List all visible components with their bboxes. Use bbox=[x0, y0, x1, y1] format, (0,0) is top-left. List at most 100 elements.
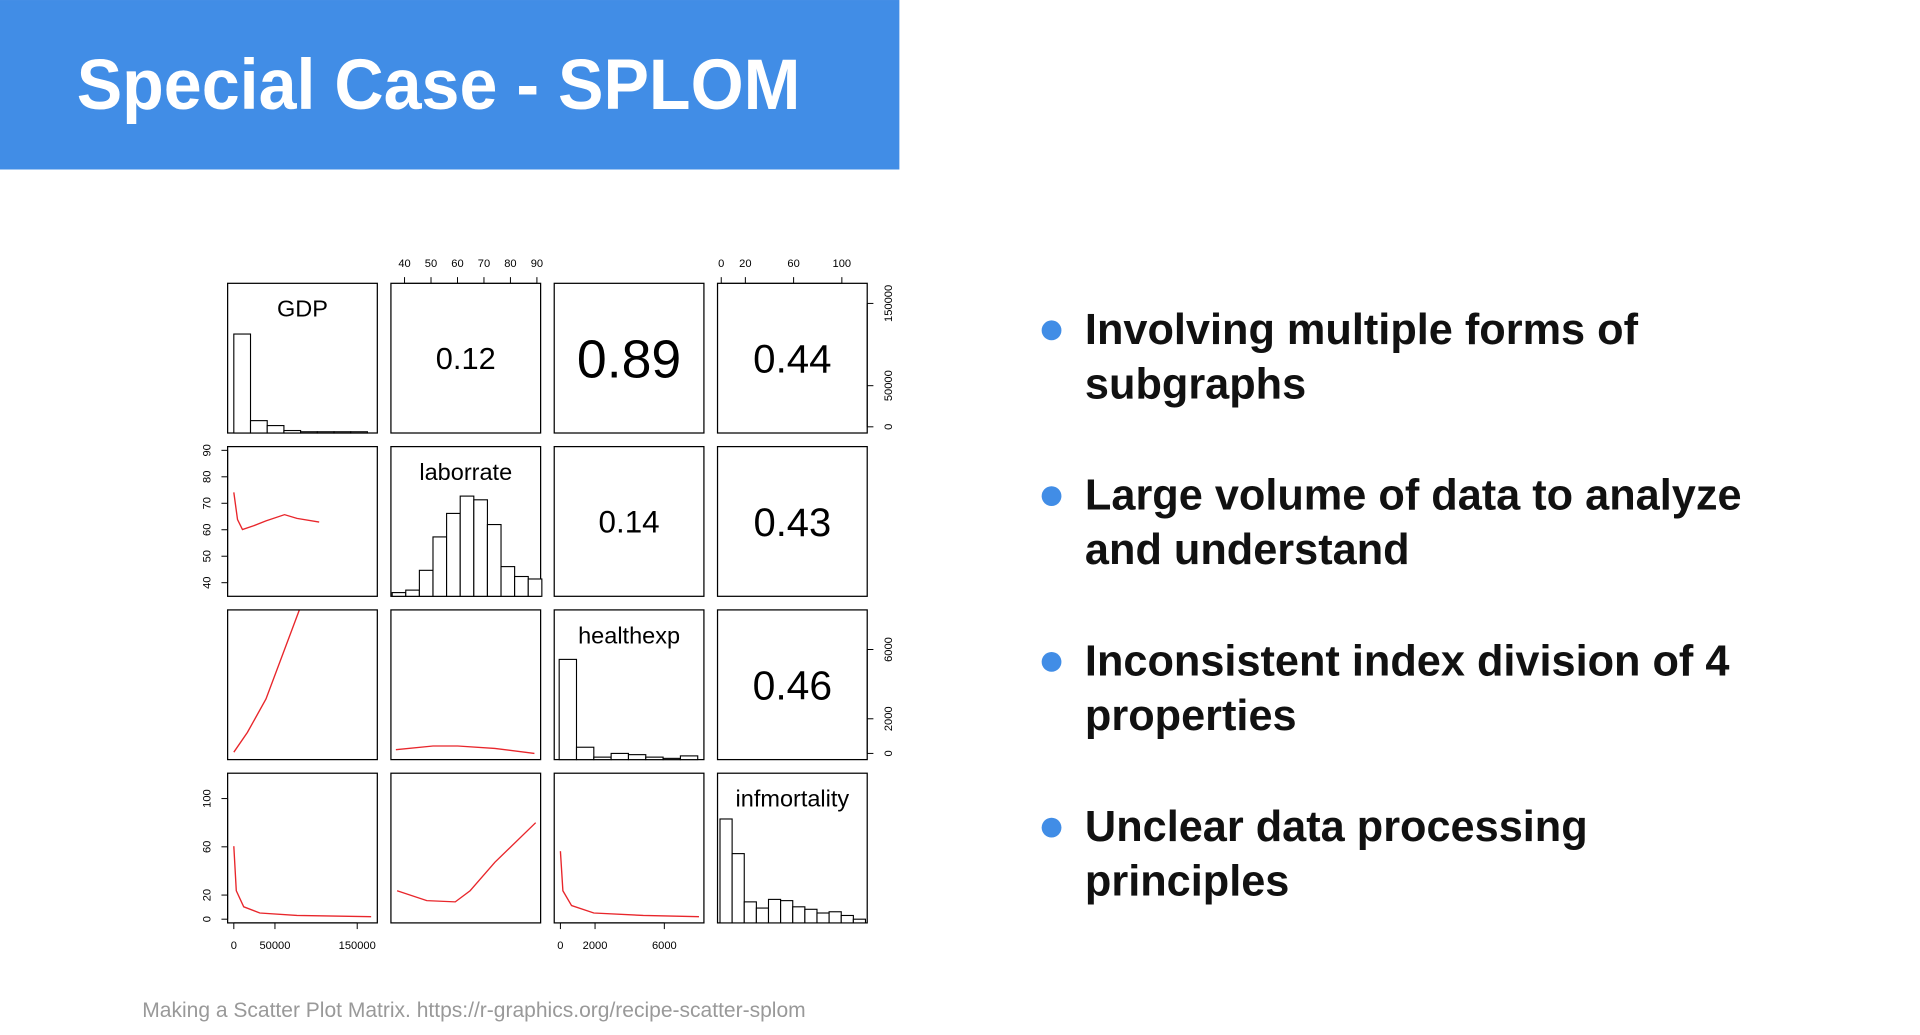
histogram-bar bbox=[527, 578, 543, 597]
variable-label: infmortality bbox=[736, 786, 850, 812]
histogram-bar bbox=[486, 523, 502, 597]
correlation-value: 0.14 bbox=[599, 505, 660, 540]
y-tick-label: 70 bbox=[201, 497, 213, 509]
histogram-bar bbox=[446, 512, 461, 597]
x-tick-label: 2000 bbox=[583, 940, 608, 952]
histogram-bar bbox=[283, 429, 302, 434]
histogram-bar bbox=[593, 756, 612, 761]
bullet-dot bbox=[1041, 651, 1062, 672]
panel bbox=[553, 445, 705, 597]
histogram-bar bbox=[249, 420, 268, 434]
panel bbox=[390, 772, 542, 924]
histogram-bar bbox=[316, 431, 335, 434]
histogram-bar bbox=[679, 755, 699, 761]
bullet-text: principles bbox=[1085, 858, 1289, 906]
x-tick-label: 60 bbox=[451, 258, 463, 270]
caption: Making a Scatter Plot Matrix. https://r-… bbox=[142, 999, 805, 1022]
correlation-value: 0.43 bbox=[753, 501, 831, 545]
y-tick-label: 80 bbox=[201, 471, 213, 483]
x-tick-label: 0 bbox=[231, 940, 237, 952]
y-tick-label: 60 bbox=[201, 524, 213, 536]
x-tick-label: 70 bbox=[478, 258, 490, 270]
histogram-bar bbox=[852, 918, 867, 924]
histogram-bar bbox=[792, 906, 806, 924]
y-tick-label: 0 bbox=[201, 916, 213, 922]
splom-figure: GDP005000050000150000150000laborrate4040… bbox=[201, 258, 895, 952]
histogram-bar bbox=[266, 425, 285, 434]
bullet-dot bbox=[1041, 486, 1062, 506]
y-tick-label: 2000 bbox=[883, 706, 895, 731]
bullet-text: Involving multiple forms of bbox=[1085, 306, 1639, 354]
histogram-bar bbox=[731, 853, 745, 924]
histogram-bar bbox=[627, 754, 647, 761]
histogram-bar bbox=[755, 907, 770, 924]
y-tick-label: 150000 bbox=[883, 285, 895, 322]
x-tick-label: 100 bbox=[833, 258, 852, 270]
smooth-curve bbox=[233, 609, 301, 753]
bullet-text: and understand bbox=[1085, 526, 1410, 574]
y-tick-label: 20 bbox=[201, 889, 213, 901]
y-tick-label: 50 bbox=[201, 550, 213, 562]
x-tick-label: 80 bbox=[504, 258, 516, 270]
histogram-bar bbox=[780, 900, 794, 924]
histogram-bar bbox=[405, 589, 420, 597]
correlation-value: 0.44 bbox=[753, 337, 831, 382]
x-tick-label: 50 bbox=[425, 258, 437, 270]
correlation-value: 0.12 bbox=[436, 341, 496, 376]
panel bbox=[227, 772, 378, 924]
y-tick-label: 50000 bbox=[883, 370, 895, 401]
smooth-curve bbox=[233, 846, 372, 918]
histogram-bar bbox=[828, 911, 842, 924]
histogram-bar bbox=[662, 757, 681, 761]
histogram-bar bbox=[804, 908, 818, 924]
x-tick-label: 20 bbox=[739, 258, 751, 270]
histogram-bar bbox=[333, 431, 352, 434]
histogram-bar bbox=[233, 333, 252, 434]
correlation-value: 0.89 bbox=[577, 329, 681, 389]
bullet-text: Unclear data processing bbox=[1085, 803, 1588, 851]
y-tick-label: 90 bbox=[201, 444, 213, 456]
y-tick-label: 40 bbox=[201, 577, 213, 589]
x-tick-label: 0 bbox=[557, 940, 563, 952]
smooth-curve bbox=[395, 745, 535, 755]
y-tick-label: 0 bbox=[883, 424, 895, 430]
slide-title: Special Case - SPLOM bbox=[77, 45, 801, 125]
x-tick-label: 150000 bbox=[339, 940, 376, 952]
x-tick-label: 40 bbox=[398, 258, 410, 270]
histogram-bar bbox=[473, 499, 488, 597]
bullet-text: properties bbox=[1085, 692, 1297, 740]
y-tick-label: 0 bbox=[883, 750, 895, 756]
histogram-bar bbox=[767, 898, 782, 924]
variable-label: GDP bbox=[277, 296, 328, 322]
x-tick-label: 50000 bbox=[259, 940, 290, 952]
y-tick-label: 60 bbox=[201, 841, 213, 853]
bullet-dot bbox=[1041, 320, 1062, 341]
histogram-bar bbox=[459, 495, 475, 597]
panel bbox=[553, 772, 705, 924]
variable-label: healthexp bbox=[578, 622, 680, 648]
histogram-bar bbox=[432, 536, 448, 597]
smooth-curve bbox=[233, 492, 320, 531]
bullet-text: subgraphs bbox=[1085, 360, 1306, 408]
histogram-bar bbox=[300, 431, 318, 434]
histogram-bar bbox=[743, 901, 757, 924]
panel bbox=[390, 609, 542, 761]
panel bbox=[227, 445, 378, 597]
y-tick-label: 6000 bbox=[883, 637, 895, 662]
x-tick-label: 60 bbox=[787, 258, 799, 270]
histogram-bar bbox=[558, 658, 578, 761]
bullet-text: Inconsistent index division of 4 bbox=[1085, 637, 1730, 685]
panel bbox=[227, 609, 378, 761]
x-tick-label: 6000 bbox=[652, 940, 677, 952]
smooth-curve bbox=[559, 851, 699, 918]
x-tick-label: 0 bbox=[718, 258, 724, 270]
histogram-bar bbox=[350, 431, 368, 434]
histogram-bar bbox=[514, 575, 529, 597]
bullet-text: Large volume of data to analyze bbox=[1085, 472, 1742, 520]
x-tick-label: 90 bbox=[531, 258, 543, 270]
histogram-bar bbox=[719, 818, 733, 924]
histogram-bar bbox=[575, 746, 595, 761]
header-bar bbox=[0, 0, 900, 170]
